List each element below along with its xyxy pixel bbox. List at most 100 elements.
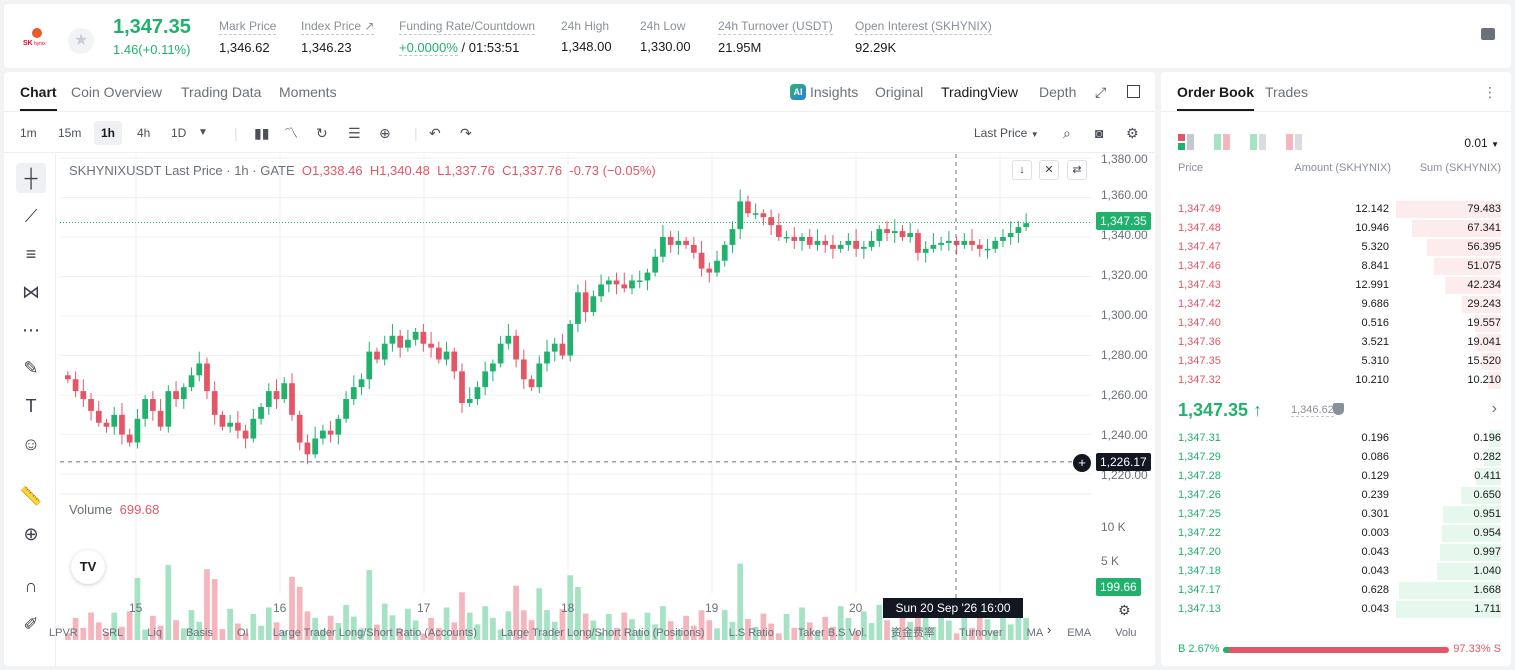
trendline-tool-icon[interactable]: ⟋ — [24, 206, 38, 226]
stat-index-price[interactable]: Index Price ↗ 1,346.23 — [301, 19, 375, 55]
stat-mark-price[interactable]: Mark Price 1,346.62 — [219, 19, 277, 55]
undo-icon[interactable]: ↶ — [429, 125, 441, 141]
ask-row[interactable]: 1,347.49 12.142 79.483 — [1161, 200, 1511, 219]
amount-cell: 0.301 — [1361, 508, 1389, 520]
candlestick-icon[interactable]: ▮▮ — [254, 125, 270, 141]
bid-row[interactable]: 1,347.25 0.301 0.951 — [1161, 505, 1511, 524]
book-icon[interactable] — [1481, 28, 1495, 40]
ask-row[interactable]: 1,347.40 0.516 19.557 — [1161, 314, 1511, 333]
bid-row[interactable]: 1,347.28 0.129 0.411 — [1161, 467, 1511, 486]
brush-tool-icon[interactable]: ✎ — [23, 358, 39, 378]
list-icon[interactable]: ☰ — [348, 125, 361, 141]
ask-row[interactable]: 1,347.47 5.320 56.395 — [1161, 238, 1511, 257]
add-indicator-icon[interactable]: ⊕ — [379, 125, 391, 141]
expand-icon[interactable]: ⤢ — [1095, 84, 1107, 100]
tab-trading-data[interactable]: Trading Data — [181, 84, 262, 100]
indicator-basis[interactable]: Basis — [186, 627, 213, 639]
tab-chart[interactable]: Chart — [20, 84, 57, 111]
tf-1h[interactable]: 1h — [94, 121, 123, 145]
indicator-oi[interactable]: OI — [237, 627, 249, 639]
view-insights[interactable]: Insights — [810, 84, 859, 100]
candle-body — [1007, 233, 1014, 237]
stat-open-interest[interactable]: Open Interest (SKHYNIX) 92.29K — [855, 19, 992, 55]
indicator-turnover[interactable]: Turnover — [958, 627, 1003, 639]
favorite-star-icon[interactable]: ★ — [68, 28, 94, 54]
volume-bar — [72, 618, 79, 640]
indicator-taker[interactable]: Taker B.S Vol. — [797, 627, 867, 639]
candle-body — [582, 292, 589, 313]
tf-15m[interactable]: 15m — [58, 126, 82, 140]
ask-row[interactable]: 1,347.32 10.210 10.210 — [1161, 371, 1511, 390]
magnet-tool-icon[interactable]: ∩ — [24, 576, 38, 596]
bid-row[interactable]: 1,347.20 0.043 0.997 — [1161, 543, 1511, 562]
indicator-srl[interactable]: SRL — [101, 627, 124, 639]
tf-1m[interactable]: 1m — [20, 126, 37, 140]
bid-row[interactable]: 1,347.18 0.043 1.040 — [1161, 562, 1511, 581]
chevron-right-icon[interactable]: › — [1047, 622, 1052, 637]
view-depth[interactable]: Depth — [1039, 84, 1077, 100]
chevron-right-icon[interactable]: › — [1491, 400, 1497, 417]
bid-row[interactable]: 1,347.22 0.003 0.954 — [1161, 524, 1511, 543]
chart-tabs: Chart Coin Overview Trading Data Moments… — [4, 72, 1155, 112]
indicator-lt-accounts[interactable]: Large Trader Long/Short Ratio (Accounts) — [272, 627, 477, 639]
bid-row[interactable]: 1,347.17 0.628 1.668 — [1161, 581, 1511, 600]
pattern-tool-icon[interactable]: ⋈ — [22, 282, 40, 302]
ask-row[interactable]: 1,347.42 9.686 29.243 — [1161, 295, 1511, 314]
indicator-ema[interactable]: EMA — [1067, 627, 1092, 639]
tab-order-book[interactable]: Order Book — [1177, 84, 1255, 111]
window-icon[interactable] — [1127, 85, 1140, 98]
ruler-tool-icon[interactable]: 📏 — [19, 486, 43, 506]
price-axis[interactable]: 1,380.00 1,360.00 1,340.00 1,320.00 1,30… — [1093, 152, 1155, 666]
indicator-volume[interactable]: Volu — [1115, 627, 1137, 639]
volume-bar — [80, 627, 87, 640]
chart-settings-icon[interactable]: ⚙ — [1118, 602, 1131, 618]
text-tool-icon[interactable]: T — [25, 396, 37, 416]
indicator-funding[interactable]: 资金费率 — [890, 627, 935, 639]
layout-toggle-icons[interactable] — [1178, 134, 1308, 150]
search-icon[interactable]: ⌕ — [1063, 125, 1071, 141]
indicator-icon[interactable]: 〽 — [284, 125, 298, 141]
indicator-ma[interactable]: MA — [1026, 627, 1044, 639]
add-alert-icon[interactable]: + — [1073, 454, 1091, 472]
view-original[interactable]: Original — [875, 84, 924, 100]
price-chart[interactable] — [60, 154, 1091, 666]
tf-1d[interactable]: 1D — [171, 126, 187, 140]
tab-moments[interactable]: Moments — [279, 84, 337, 100]
emoji-tool-icon[interactable]: ☺ — [21, 434, 41, 454]
indicator-ls-ratio[interactable]: L.S Ratio — [728, 627, 774, 639]
view-tradingview[interactable]: TradingView — [941, 84, 1019, 100]
stat-funding-rate[interactable]: Funding Rate/Countdown +0.0000% / 01:53:… — [399, 19, 536, 56]
tf-4h[interactable]: 4h — [137, 126, 151, 140]
ask-row[interactable]: 1,347.46 8.841 51.075 — [1161, 257, 1511, 276]
collapse-icon[interactable]: ✕ — [1039, 160, 1059, 180]
pencil-lock-tool-icon[interactable]: ✐ — [23, 614, 39, 634]
price-type-select[interactable]: Last Price ▼ — [974, 126, 1039, 140]
refresh-icon[interactable]: ↻ — [316, 125, 328, 141]
zoom-tool-icon[interactable]: ⊕ — [23, 524, 39, 544]
indicator-lpvr[interactable]: LPVR — [49, 627, 78, 639]
ask-row[interactable]: 1,347.48 10.946 67.341 — [1161, 219, 1511, 238]
settings-gear-icon[interactable]: ⚙ — [1126, 125, 1139, 141]
ask-row[interactable]: 1,347.43 12.991 42.234 — [1161, 276, 1511, 295]
more-icon[interactable]: ⋮ — [1483, 84, 1497, 100]
scroll-down-icon[interactable]: ↓ — [1012, 160, 1032, 180]
precision-select[interactable]: 0.01 ▼ — [1464, 136, 1499, 150]
redo-icon[interactable]: ↷ — [460, 125, 472, 141]
ask-row[interactable]: 1,347.35 5.310 15.520 — [1161, 352, 1511, 371]
reset-icon[interactable]: ⇄ — [1067, 160, 1087, 180]
timeframe-dropdown-icon[interactable]: ▼ — [198, 127, 208, 138]
fib-tool-icon[interactable]: ⋯ — [22, 320, 40, 340]
bid-row[interactable]: 1,347.31 0.196 0.196 — [1161, 429, 1511, 448]
tab-coin-overview[interactable]: Coin Overview — [71, 84, 163, 100]
ask-row[interactable]: 1,347.36 3.521 19.041 — [1161, 333, 1511, 352]
indicator-liq[interactable]: Liq — [147, 627, 162, 639]
horizontal-lines-tool-icon[interactable]: ≡ — [25, 244, 37, 264]
camera-icon[interactable]: ◙ — [1095, 125, 1104, 141]
bid-row[interactable]: 1,347.29 0.086 0.282 — [1161, 448, 1511, 467]
tab-trades[interactable]: Trades — [1265, 84, 1309, 100]
tradingview-logo[interactable]: TV — [71, 550, 105, 584]
bid-row[interactable]: 1,347.13 0.043 1.711 — [1161, 600, 1511, 619]
bid-row[interactable]: 1,347.26 0.239 0.650 — [1161, 486, 1511, 505]
crosshair-tool-icon[interactable]: ┼ — [16, 163, 46, 193]
indicator-lt-positions[interactable]: Large Trader Long/Short Ratio (Positions… — [500, 627, 705, 639]
